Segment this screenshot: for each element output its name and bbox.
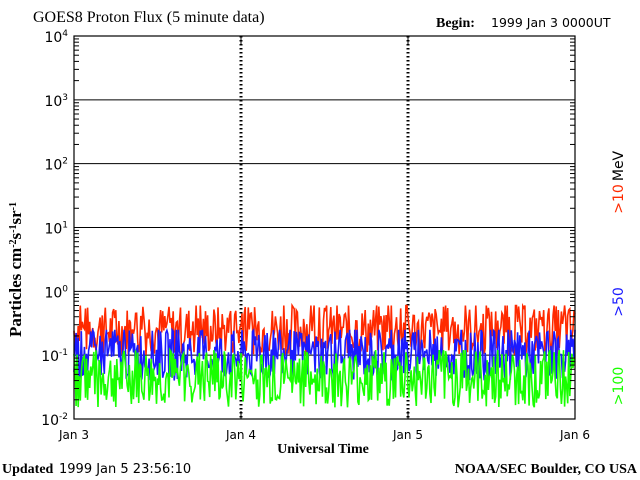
begin-label: Begin:	[436, 16, 475, 31]
x-tick-label: Jan 3	[58, 428, 89, 442]
y-tick-label: 100	[44, 284, 68, 301]
legend-unit-mev: MeV	[611, 150, 627, 181]
legend-series-gt10: >10	[611, 184, 627, 214]
y-tick-label: 10-2	[41, 412, 68, 429]
updated-label: Updated	[2, 462, 54, 477]
begin-value: 1999 Jan 3 0000UT	[491, 15, 611, 30]
y-tick-label: 104	[44, 29, 68, 46]
series-line	[73, 327, 576, 381]
series-line	[73, 302, 576, 356]
y-tick-label: 102	[44, 157, 68, 174]
y-axis-label: Particles cm-2s-1sr-1	[6, 202, 25, 337]
x-tick-label: Jan 4	[225, 428, 256, 442]
series-group	[73, 302, 576, 408]
series-line	[73, 347, 576, 408]
y-tick-label: 10-1	[41, 348, 68, 365]
y-tick-labels: 10-2 10-1 100 101 102 103 104	[41, 29, 68, 429]
axes	[73, 35, 576, 420]
y-tick-label: 103	[44, 93, 68, 110]
legend-series-gt100: >100	[611, 367, 627, 405]
y-tick-label: 101	[44, 221, 68, 238]
plot-frame	[73, 35, 576, 420]
chart-title: GOES8 Proton Flux (5 minute data)	[33, 9, 265, 26]
updated-value: 1999 Jan 5 23:56:10	[59, 462, 191, 477]
x-axis-label: Universal Time	[277, 442, 369, 457]
x-tick-label: Jan 6	[559, 428, 590, 442]
x-tick-label: Jan 5	[392, 428, 423, 442]
legend-series-gt50: >50	[611, 287, 627, 317]
credit-text: NOAA/SEC Boulder, CO USA	[455, 462, 638, 477]
x-tick-labels: Jan 3 Jan 4 Jan 5 Jan 6	[58, 428, 590, 442]
